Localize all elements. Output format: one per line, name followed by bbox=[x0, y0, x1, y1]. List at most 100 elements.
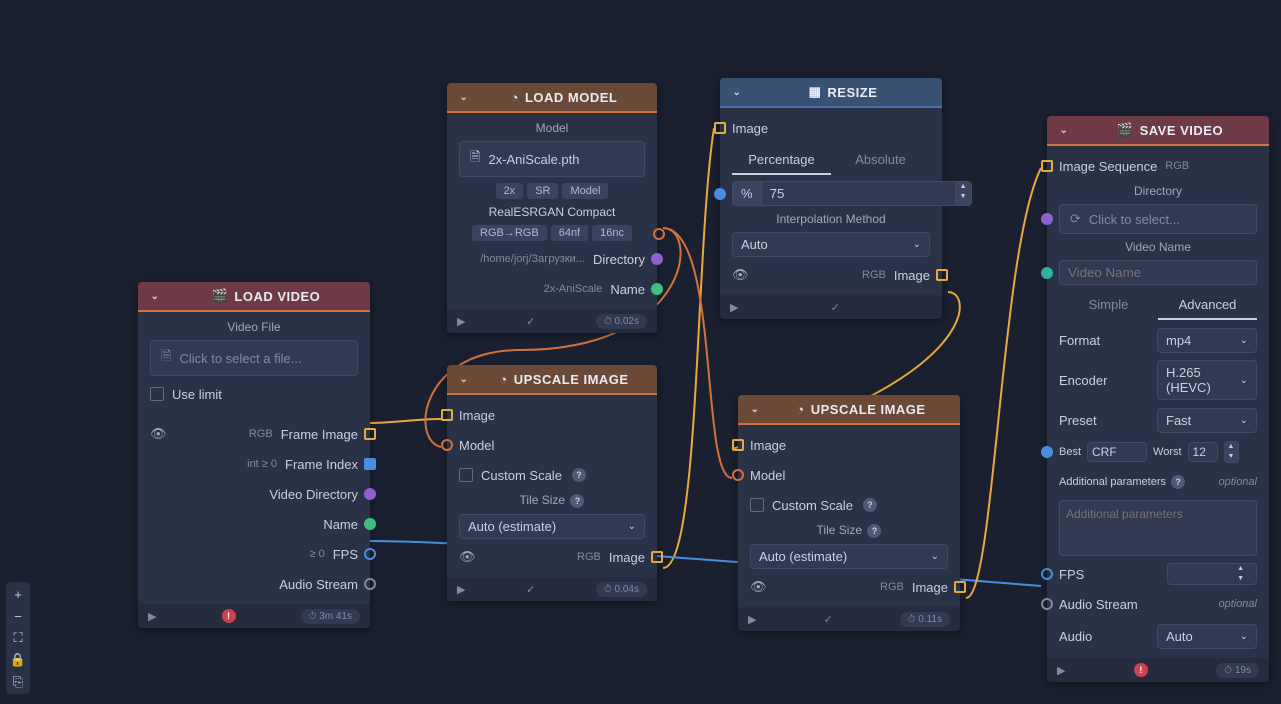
node-load-model[interactable]: ⌄ ◔ LOAD MODEL Model 🗎 2x-AniScale.pth 2… bbox=[447, 83, 657, 333]
node-resize[interactable]: ⌄ ▦ RESIZE Image Percentage Absolute % ▲… bbox=[720, 78, 942, 319]
socket-image-in[interactable] bbox=[714, 122, 726, 134]
collapse-icon[interactable]: ⌄ bbox=[455, 370, 473, 388]
percent-symbol: % bbox=[732, 181, 762, 206]
socket-model-in[interactable] bbox=[441, 439, 453, 451]
socket-crf[interactable] bbox=[1041, 446, 1053, 458]
fit-button[interactable]: ⛶ bbox=[8, 628, 28, 648]
preset-select[interactable]: Fast⌄ bbox=[1157, 408, 1257, 433]
help-icon[interactable]: ? bbox=[572, 468, 586, 482]
error-badge[interactable]: ! bbox=[222, 609, 236, 623]
collapse-icon[interactable]: ⌄ bbox=[455, 88, 473, 106]
socket-percent[interactable] bbox=[714, 188, 726, 200]
tab-advanced[interactable]: Advanced bbox=[1158, 291, 1257, 320]
node-header[interactable]: ⌄ 🎬 SAVE VIDEO bbox=[1047, 116, 1269, 146]
help-icon[interactable]: ? bbox=[863, 498, 877, 512]
eye-icon[interactable]: 👁 bbox=[150, 426, 170, 442]
socket-model-out[interactable] bbox=[653, 228, 665, 240]
play-icon[interactable]: ▶ bbox=[1057, 664, 1065, 677]
socket-image-in[interactable] bbox=[732, 439, 744, 451]
play-icon[interactable]: ▶ bbox=[148, 610, 156, 623]
socket-directory[interactable] bbox=[651, 253, 663, 265]
custom-scale-row[interactable]: Custom Scale ? bbox=[459, 463, 645, 487]
node-header[interactable]: ⌄ ◔ LOAD MODEL bbox=[447, 83, 657, 113]
crf-value-input[interactable] bbox=[1188, 442, 1218, 462]
crf-stepper[interactable]: ▲▼ bbox=[1224, 441, 1240, 463]
play-icon[interactable]: ▶ bbox=[457, 315, 465, 328]
play-icon[interactable]: ▶ bbox=[730, 301, 738, 314]
socket-fps[interactable] bbox=[364, 548, 376, 560]
help-icon[interactable]: ? bbox=[1171, 475, 1185, 489]
collapse-icon[interactable]: ⌄ bbox=[746, 400, 764, 418]
export-button[interactable]: ⎘ bbox=[8, 672, 28, 692]
tab-percentage[interactable]: Percentage bbox=[732, 146, 831, 175]
node-header[interactable]: ⌄ ◔ UPSCALE IMAGE bbox=[738, 395, 960, 425]
error-badge[interactable]: ! bbox=[1134, 663, 1148, 677]
collapse-icon[interactable]: ⌄ bbox=[1055, 121, 1073, 139]
output-image: 👁 RGB Image bbox=[732, 263, 930, 287]
tile-size-label: Tile Size ? bbox=[750, 523, 948, 538]
eye-icon[interactable]: 👁 bbox=[732, 267, 752, 283]
play-icon[interactable]: ▶ bbox=[457, 583, 465, 596]
socket-audio-stream[interactable] bbox=[1041, 598, 1053, 610]
socket-frame-index[interactable] bbox=[364, 458, 376, 470]
tile-size-select[interactable]: Auto (estimate) ⌄ bbox=[459, 514, 645, 539]
node-upscale-1[interactable]: ⌄ ◔ UPSCALE IMAGE Image Model Custom Sca… bbox=[447, 365, 657, 601]
custom-scale-checkbox[interactable] bbox=[750, 498, 764, 512]
socket-model-in[interactable] bbox=[732, 469, 744, 481]
tile-size-select[interactable]: Auto (estimate) ⌄ bbox=[750, 544, 948, 569]
help-icon[interactable]: ? bbox=[867, 524, 881, 538]
zoom-in-button[interactable]: + bbox=[8, 584, 28, 604]
eye-icon[interactable]: 👁 bbox=[750, 579, 770, 595]
file-select[interactable]: 🗎 Click to select a file... bbox=[150, 340, 358, 376]
socket-video-dir[interactable] bbox=[364, 488, 376, 500]
node-load-video[interactable]: ⌄ 🎬 LOAD VIDEO Video File 🗎 Click to sel… bbox=[138, 282, 370, 628]
node-header[interactable]: ⌄ 🎬 LOAD VIDEO bbox=[138, 282, 370, 312]
socket-directory[interactable] bbox=[1041, 213, 1053, 225]
encoder-select[interactable]: H.265 (HEVC)⌄ bbox=[1157, 360, 1257, 400]
socket-image-out[interactable] bbox=[954, 581, 966, 593]
crf-label-input[interactable] bbox=[1087, 442, 1147, 462]
collapse-icon[interactable]: ⌄ bbox=[146, 287, 164, 305]
socket-audio[interactable] bbox=[364, 578, 376, 590]
use-limit-row[interactable]: Use limit bbox=[150, 382, 358, 406]
socket-image-seq[interactable] bbox=[1041, 160, 1053, 172]
output-image: 👁 RGB Image bbox=[750, 575, 948, 599]
help-icon[interactable]: ? bbox=[570, 494, 584, 508]
custom-scale-row[interactable]: Custom Scale ? bbox=[750, 493, 948, 517]
video-name-input[interactable] bbox=[1059, 260, 1257, 285]
socket-image-out[interactable] bbox=[936, 269, 948, 281]
chevron-down-icon: ⌄ bbox=[628, 521, 636, 532]
video-name-row bbox=[1059, 260, 1257, 285]
collapse-icon[interactable]: ⌄ bbox=[728, 83, 746, 101]
use-limit-checkbox[interactable] bbox=[150, 387, 164, 401]
percent-input[interactable] bbox=[762, 181, 956, 206]
file-icon: 🗎 bbox=[161, 347, 171, 369]
node-header[interactable]: ⌄ ▦ RESIZE bbox=[720, 78, 942, 108]
crf-row: Best Worst ▲▼ bbox=[1059, 440, 1257, 464]
socket-image-out[interactable] bbox=[651, 551, 663, 563]
tab-absolute[interactable]: Absolute bbox=[831, 146, 930, 175]
format-select[interactable]: mp4⌄ bbox=[1157, 328, 1257, 353]
addl-params-input[interactable] bbox=[1059, 500, 1257, 556]
socket-frame-image[interactable] bbox=[364, 428, 376, 440]
socket-fps[interactable] bbox=[1041, 568, 1053, 580]
socket-name[interactable] bbox=[651, 283, 663, 295]
tab-simple[interactable]: Simple bbox=[1059, 291, 1158, 320]
socket-image-in[interactable] bbox=[441, 409, 453, 421]
percent-stepper[interactable]: ▲▼ bbox=[956, 181, 972, 206]
fps-input[interactable]: ▲▼ bbox=[1167, 563, 1257, 585]
node-header[interactable]: ⌄ ◔ UPSCALE IMAGE bbox=[447, 365, 657, 395]
model-file[interactable]: 🗎 2x-AniScale.pth bbox=[459, 141, 645, 177]
node-upscale-2[interactable]: ⌄ ◔ UPSCALE IMAGE Image Model Custom Sca… bbox=[738, 395, 960, 631]
interp-select[interactable]: Auto ⌄ bbox=[732, 232, 930, 257]
socket-name[interactable] bbox=[364, 518, 376, 530]
play-icon[interactable]: ▶ bbox=[748, 613, 756, 626]
audio-select[interactable]: Auto⌄ bbox=[1157, 624, 1257, 649]
zoom-out-button[interactable]: − bbox=[8, 606, 28, 626]
custom-scale-checkbox[interactable] bbox=[459, 468, 473, 482]
directory-select[interactable]: ⟳ Click to select... bbox=[1059, 204, 1257, 234]
eye-icon[interactable]: 👁 bbox=[459, 549, 479, 565]
node-save-video[interactable]: ⌄ 🎬 SAVE VIDEO Image Sequence RGB Direct… bbox=[1047, 116, 1269, 682]
socket-video-name[interactable] bbox=[1041, 267, 1053, 279]
lock-button[interactable]: 🔒 bbox=[8, 650, 28, 670]
